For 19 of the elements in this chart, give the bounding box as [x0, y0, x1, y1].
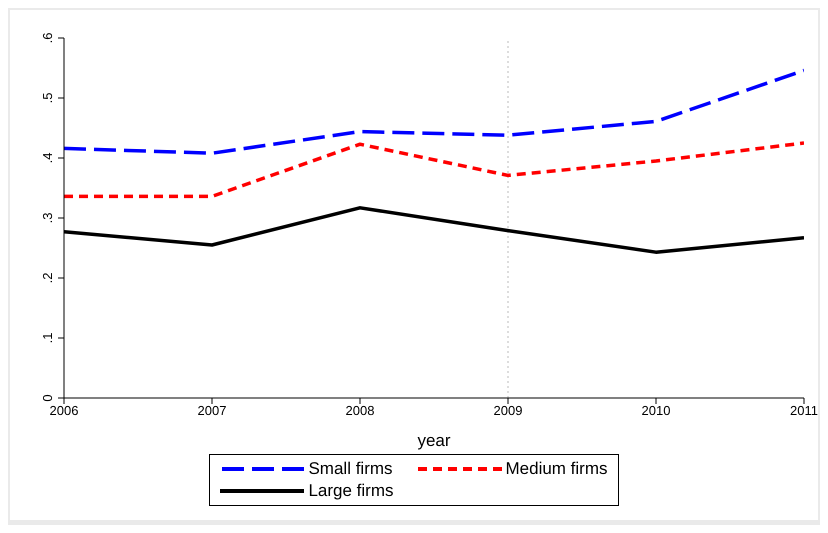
line-series	[64, 141, 804, 198]
x-tick-label: 2006	[50, 403, 78, 418]
y-tick-label: .5	[40, 92, 55, 104]
y-tick-label: .2	[40, 272, 55, 284]
x-tick-label: 2008	[346, 403, 374, 418]
y-tick-label: 0	[40, 394, 55, 402]
x-tick-label: 2011	[790, 403, 818, 418]
x-axis-title: year	[417, 431, 451, 450]
x-tick-label: 2010	[642, 403, 670, 418]
legend-label: Small firms	[308, 459, 393, 479]
y-tick-label: .6	[40, 32, 55, 44]
y-tick-label: .1	[40, 332, 55, 344]
y-tick-label: .3	[40, 212, 55, 224]
y-tick-label: .4	[40, 152, 55, 164]
line-series	[64, 68, 804, 155]
x-tick-label: 2007	[198, 403, 226, 418]
legend-label: Medium firms	[506, 459, 608, 479]
legend-label: Large firms	[308, 481, 394, 501]
x-tick-label: 2009	[494, 403, 522, 418]
